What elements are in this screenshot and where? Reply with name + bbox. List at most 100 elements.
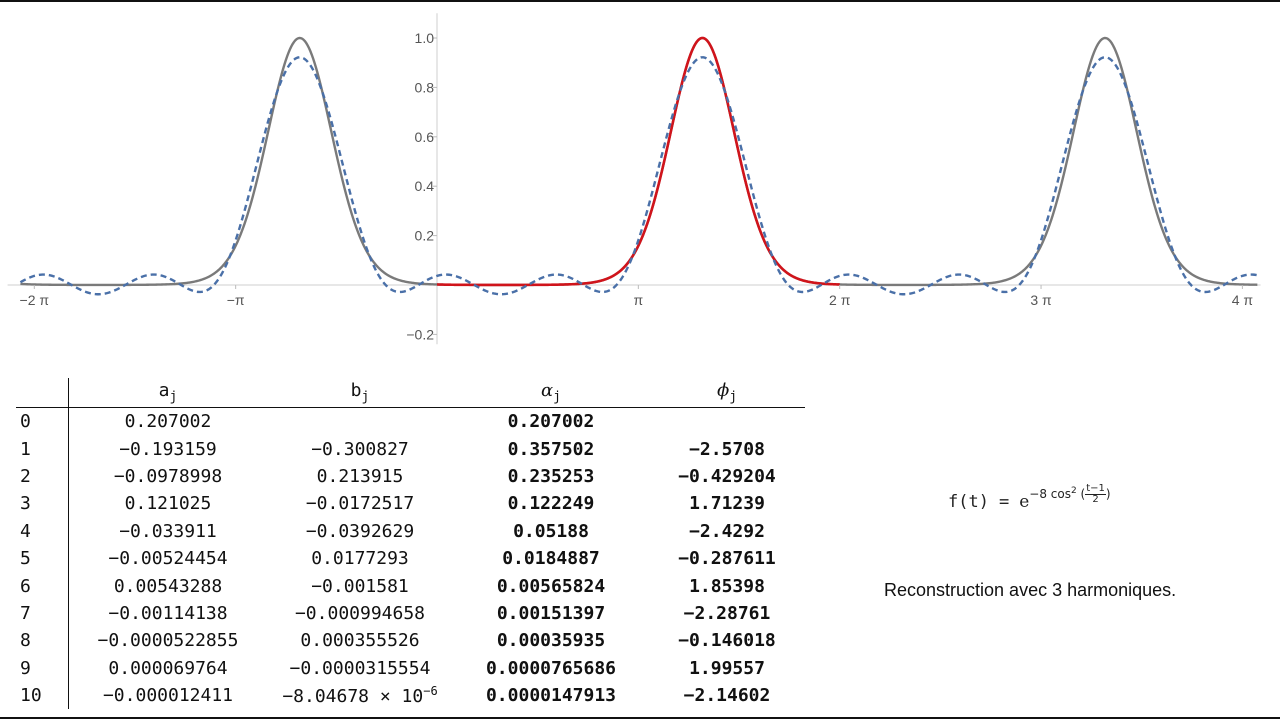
cell-j: 5 (16, 544, 69, 573)
formula-fraction: t−1 2 (1085, 483, 1106, 505)
cell-j: 8 (16, 627, 69, 655)
cell-phi: −0.287611 (678, 548, 776, 570)
table-row: 5 −0.00524454 0.0177293 0.0184887 −0.287611 (16, 544, 805, 573)
cell-alpha: 0.0184887 (502, 548, 600, 570)
series-periodic-extension (20, 36, 1258, 287)
cell-alpha: 0.00035935 (496, 630, 606, 652)
y-tick-label: 0.6 (415, 129, 435, 145)
cell-phi: −2.4292 (689, 520, 765, 542)
cell-a: −0.193159 (119, 438, 217, 460)
cell-j: 9 (16, 654, 69, 682)
x-tick-label: π (634, 292, 644, 308)
formula-base: e (1019, 492, 1030, 512)
cell-a: −0.000012411 (102, 685, 234, 707)
cell-alpha: 0.00151397 (496, 602, 606, 624)
cell-phi: −2.14602 (683, 685, 771, 707)
x-tick-label: −2 π (20, 292, 50, 308)
table-row: 8 −0.0000522855 0.000355526 0.00035935 −0.14… (16, 627, 805, 655)
cell-b: −0.0392629 (305, 520, 415, 542)
cell-a: −0.00524454 (108, 548, 228, 570)
cell-a: 0.207002 (124, 411, 212, 433)
cell-alpha: 0.207002 (507, 411, 595, 433)
cell-phi: 1.71239 (689, 493, 765, 515)
cell-a: 0.00543288 (113, 575, 223, 597)
y-tick-label: −0.2 (406, 326, 434, 342)
cell-b: 0.000355526 (300, 630, 420, 652)
formula-lhs: f(t) (948, 492, 989, 512)
table-header-row: aj bj αj ϕj (16, 378, 805, 408)
x-tick-label: 2 π (829, 292, 851, 308)
y-tick-label: 0.4 (415, 178, 435, 194)
cell-phi: −2.28761 (683, 602, 771, 624)
formula-equals: = (998, 492, 1010, 512)
x-ticks: −2 π −π π 2 π 3 π 4 π (20, 285, 1254, 308)
cell-alpha: 0.122249 (507, 493, 595, 515)
cell-j: 0 (16, 407, 69, 436)
cell-a: −0.0978998 (113, 465, 223, 487)
cell-j: 2 (16, 462, 69, 491)
cell-b (267, 408, 453, 436)
cell-j: 6 (16, 572, 69, 600)
table-row: 1 −0.193159 −0.300827 0.357502 −2.5708 (16, 435, 805, 463)
cell-phi: 1.99557 (689, 657, 765, 679)
cell-j: 1 (16, 435, 69, 463)
cell-alpha: 0.05188 (513, 520, 589, 542)
formula-exponent: −8 cos2 (t−1 2) (1029, 483, 1111, 505)
cell-b: 0.213915 (316, 465, 404, 487)
cell-a: −0.0000522855 (97, 630, 239, 652)
cell-phi: −0.429204 (678, 465, 776, 487)
table-row: 6 0.00543288 −0.001581 0.00565824 1.85398 (16, 572, 805, 600)
cell-alpha: 0.235253 (507, 465, 595, 487)
table-body: 0 0.207002 0.207002 1 −0.193159 −0.300827 0.35… (16, 407, 805, 710)
col-header-alpha: αj (453, 378, 649, 408)
frame-top-border (0, 0, 1280, 2)
cell-b: −0.300827 (311, 438, 409, 460)
cell-b: −8.04678 × 10−6 (282, 684, 438, 708)
y-tick-label: 0.2 (415, 228, 435, 244)
cell-j: 10 (16, 681, 69, 710)
table-row: 4 −0.033911 −0.0392629 0.05188 −2.4292 (16, 517, 805, 545)
cell-phi: −0.146018 (678, 630, 776, 652)
col-header-phi: ϕj (649, 378, 805, 408)
caption: Reconstruction avec 3 harmoniques. (884, 580, 1177, 600)
cell-b: −0.0000315554 (289, 657, 431, 679)
frame-bottom-border (0, 717, 1280, 719)
cell-b: −0.000994658 (294, 602, 426, 624)
col-header-j (16, 378, 69, 408)
cell-j: 3 (16, 490, 69, 518)
table-row: 9 0.000069764 −0.0000315554 0.0000765686 1.9… (16, 654, 805, 682)
fourier-plot: −2 π −π π 2 π 3 π 4 π −0.2 0.2 0.4 0.6 0.8 1.0 (7, 13, 1261, 345)
cell-a: −0.033911 (119, 520, 217, 542)
function-formula: f(t) = e−8 cos2 (t−1 2) (948, 483, 1111, 513)
cell-alpha: 0.0000147913 (485, 685, 617, 707)
cell-alpha: 0.00565824 (496, 575, 606, 597)
table-row: 3 0.121025 −0.0172517 0.122249 1.71239 (16, 490, 805, 518)
table-row: 7 −0.00114138 −0.000994658 0.00151397 −2.287… (16, 599, 805, 628)
col-header-a: aj (68, 378, 267, 408)
coefficient-table: aj bj αj ϕj 0 0.207002 0.207002 1 −0.193159 −… (16, 378, 805, 710)
x-tick-label: 3 π (1030, 292, 1052, 308)
cell-j: 7 (16, 599, 69, 628)
x-tick-label: 4 π (1232, 292, 1254, 308)
cell-a: 0.000069764 (108, 657, 228, 679)
cell-a: 0.121025 (124, 493, 212, 515)
cell-phi: −2.5708 (689, 438, 765, 460)
cell-alpha: 0.0000765686 (485, 657, 617, 679)
cell-a: −0.00114138 (108, 602, 228, 624)
table-row: 2 −0.0978998 0.213915 0.235253 −0.429204 (16, 462, 805, 491)
x-tick-label: −π (227, 292, 245, 308)
plot-axes (7, 13, 1261, 345)
cell-alpha: 0.357502 (507, 438, 595, 460)
cell-phi (649, 408, 805, 436)
col-header-b: bj (267, 378, 453, 408)
y-tick-label: 0.8 (415, 79, 435, 95)
cell-b: 0.0177293 (311, 548, 409, 570)
table-row: 10 −0.000012411 −8.04678 × 10−6 0.000014791… (16, 681, 805, 710)
table-row: 0 0.207002 0.207002 (16, 407, 805, 436)
series-reconstruction (19, 56, 1258, 296)
cell-b: −0.0172517 (305, 493, 415, 515)
series-one-period (436, 36, 840, 287)
cell-phi: 1.85398 (689, 575, 765, 597)
y-tick-label: 1.0 (415, 30, 435, 46)
y-ticks: −0.2 0.2 0.4 0.6 0.8 1.0 (406, 30, 437, 342)
